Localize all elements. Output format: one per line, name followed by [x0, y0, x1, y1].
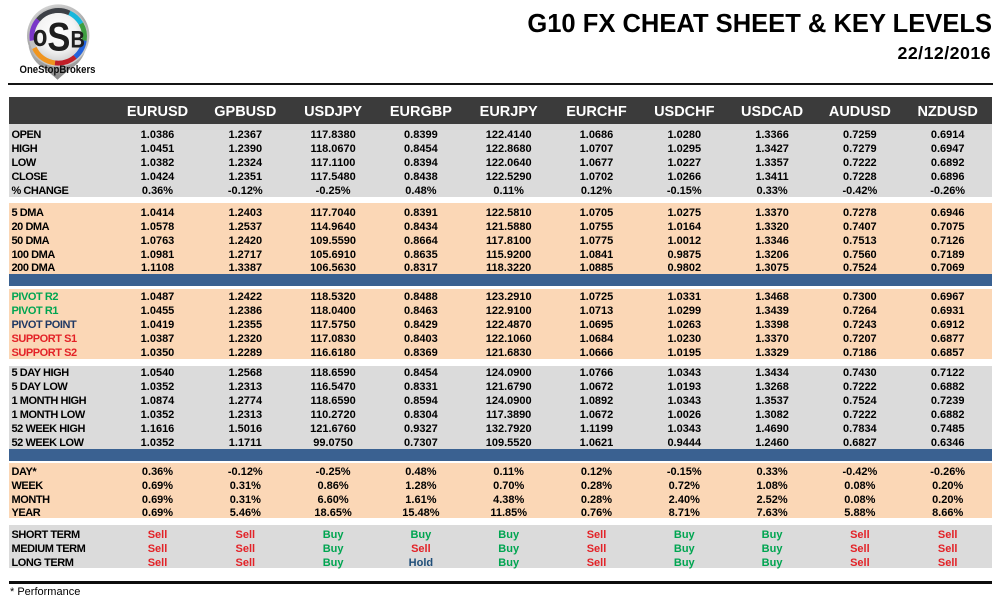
- svg-text:B: B: [71, 27, 86, 54]
- svg-text:OneStopBrokers: OneStopBrokers: [20, 64, 96, 76]
- svg-text:o: o: [33, 18, 48, 53]
- svg-text:S: S: [47, 15, 70, 59]
